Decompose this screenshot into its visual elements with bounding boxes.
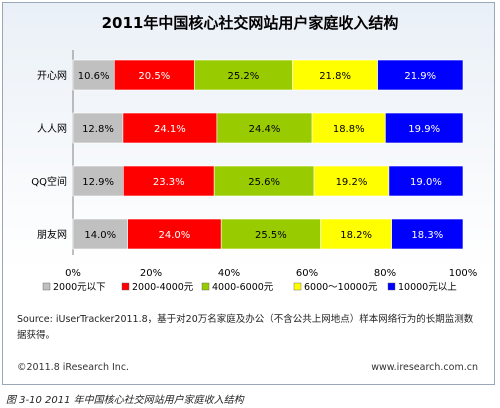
bar-segment <box>193 59 293 91</box>
bar-segment <box>127 218 222 250</box>
data-label: 19.0% <box>410 177 442 188</box>
data-label: 25.6% <box>248 177 280 188</box>
data-label: 12.9% <box>82 177 114 188</box>
legend-label: 10000元以上 <box>398 282 457 293</box>
data-label: 24.4% <box>249 124 281 135</box>
bar-segment <box>311 112 386 144</box>
legend-label: 2000-4000元 <box>132 282 194 293</box>
category-label: 人人网 <box>37 123 67 135</box>
category-label: 朋友网 <box>37 228 67 241</box>
x-tick-label: 0% <box>65 268 81 279</box>
data-label: 10.6% <box>78 71 110 82</box>
bar-segment <box>72 165 124 197</box>
legend-label: 4000-6000元 <box>212 282 274 293</box>
bar-segment <box>72 218 128 250</box>
copyright: ©2011.8 iResearch Inc. <box>17 362 130 373</box>
data-label: 21.8% <box>319 71 351 82</box>
category-label: 开心网 <box>37 70 67 82</box>
legend-swatch <box>201 282 210 291</box>
bar-segment <box>377 59 464 91</box>
legend-swatch <box>42 282 51 291</box>
data-label: 18.8% <box>333 124 365 135</box>
x-tick-label: 60% <box>296 268 318 279</box>
bar-segment <box>313 165 390 197</box>
bar-segment <box>388 165 464 197</box>
data-label: 24.0% <box>159 230 191 241</box>
x-tick-label: 20% <box>140 268 162 279</box>
legend-swatch <box>121 282 130 291</box>
legend-label: 2000元以下 <box>53 282 106 293</box>
bar-segment <box>213 165 315 197</box>
bar-segment <box>72 59 115 91</box>
data-label: 23.3% <box>153 177 185 188</box>
data-label: 24.1% <box>154 124 186 135</box>
category-label: QQ空间 <box>31 175 67 188</box>
legend-label: 6000～10000元 <box>304 282 378 293</box>
data-label: 18.2% <box>340 230 372 241</box>
legend-swatch <box>387 282 396 291</box>
data-label: 19.2% <box>336 177 368 188</box>
stacked-bar-chart: 开心网 10.6% 20.5% 25.2% 21.8% 21.9% 人人网 12.8% 24.1… <box>31 50 478 293</box>
data-label: 18.3% <box>411 230 443 241</box>
bar-segment <box>320 218 392 250</box>
legend-swatch <box>293 282 302 291</box>
site-url: www.iresearch.com.cn <box>371 362 478 373</box>
data-label: 12.8% <box>82 124 114 135</box>
data-label: 21.9% <box>404 71 436 82</box>
bar-segment <box>72 112 124 144</box>
bar-segment <box>385 112 464 144</box>
bar-segment <box>292 59 378 91</box>
data-label: 25.5% <box>255 230 287 241</box>
x-tick-label: 80% <box>374 268 396 279</box>
bar-segment <box>391 218 464 250</box>
x-tick-label: 100% <box>449 268 478 279</box>
source-note: Source: iUserTracker2011.8，基于对20万名家庭及办公（… <box>17 314 474 341</box>
bar-segment <box>114 59 195 91</box>
x-tick-label: 40% <box>218 268 240 279</box>
data-label: 14.0% <box>84 230 116 241</box>
data-label: 20.5% <box>138 71 170 82</box>
data-label: 19.9% <box>408 124 440 135</box>
bar-segment <box>123 165 215 197</box>
chart-title: 2011年中国核心社交网站用户家庭收入结构 <box>101 14 399 32</box>
data-label: 25.2% <box>228 71 260 82</box>
figure-caption: 图 3-10 2011 年中国核心社交网站用户家庭收入结构 <box>6 395 244 406</box>
